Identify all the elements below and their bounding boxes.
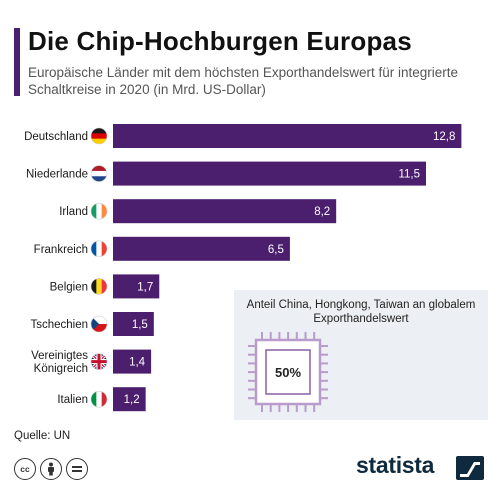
inset-caption: Anteil China, Hongkong, Taiwan an global… — [246, 299, 476, 325]
statista-logo-icon[interactable] — [456, 456, 484, 480]
category-label: Deutschland — [24, 131, 88, 143]
category-label-line: Belgien — [50, 281, 88, 293]
gb-flag-icon — [90, 353, 108, 370]
cc-icon: cc — [14, 458, 36, 480]
category-label: Belgien — [50, 281, 88, 293]
category-label: Vereinigtes Königreich — [31, 350, 88, 375]
it-flag-icon — [90, 390, 108, 408]
bar-1 — [113, 161, 427, 186]
category-label-line: Niederlande — [26, 169, 88, 181]
bar-value-label: 8,2 — [314, 206, 330, 218]
bar-7 — [113, 387, 146, 412]
attribution-icon — [40, 458, 62, 480]
category-label-line: Italien — [57, 394, 88, 406]
be-flag-icon — [90, 278, 108, 295]
category-label: Irland — [59, 206, 88, 218]
category-label: Tschechien — [30, 319, 88, 331]
title-accent-bar — [14, 28, 20, 96]
bar-value-label: 12,8 — [433, 131, 455, 143]
bar-value-label: 1,2 — [124, 394, 140, 406]
bar-0 — [113, 124, 462, 148]
person-icon — [48, 462, 54, 476]
bar-value-label: 1,7 — [137, 281, 153, 293]
no-derivatives-icon — [66, 458, 88, 480]
ie-flag-icon — [90, 202, 108, 220]
bar-value-label: 1,4 — [129, 357, 146, 369]
category-label-line: Vereinigtes — [31, 350, 88, 362]
category-label: Italien — [57, 394, 88, 406]
category-label-line: Königreich — [34, 363, 88, 375]
bar-4 — [113, 274, 160, 299]
bar-6 — [113, 349, 152, 374]
cz-flag-icon — [90, 315, 108, 333]
bar-3 — [113, 236, 290, 261]
statista-logo-text[interactable]: statista — [356, 452, 435, 478]
category-label-line: Deutschland — [24, 131, 88, 143]
fr-flag-icon — [90, 240, 108, 258]
bar-value-label: 11,5 — [398, 169, 420, 181]
inset-value: 50% — [275, 365, 301, 380]
category-label-line: Frankreich — [34, 244, 88, 256]
de-flag-icon — [90, 127, 108, 145]
nl-flag-icon — [90, 165, 108, 182]
category-label-line: Tschechien — [30, 319, 88, 331]
bar-5 — [113, 312, 154, 336]
category-label-line: Irland — [59, 206, 88, 218]
bar-value-label: 1,5 — [132, 319, 148, 331]
equals-icon — [72, 466, 82, 472]
bar-2 — [113, 199, 337, 224]
microchip-icon: 50% — [248, 332, 328, 412]
category-label: Frankreich — [34, 244, 88, 256]
chart-title: Die Chip-Hochburgen Europas — [28, 26, 412, 56]
source-note: Quelle: UN — [14, 430, 71, 442]
license-icons: cc — [14, 458, 88, 480]
bar-value-label: 6,5 — [268, 244, 284, 256]
category-label: Niederlande — [26, 169, 88, 181]
chart-subtitle: Europäische Länder mit dem höchsten Expo… — [28, 65, 458, 97]
